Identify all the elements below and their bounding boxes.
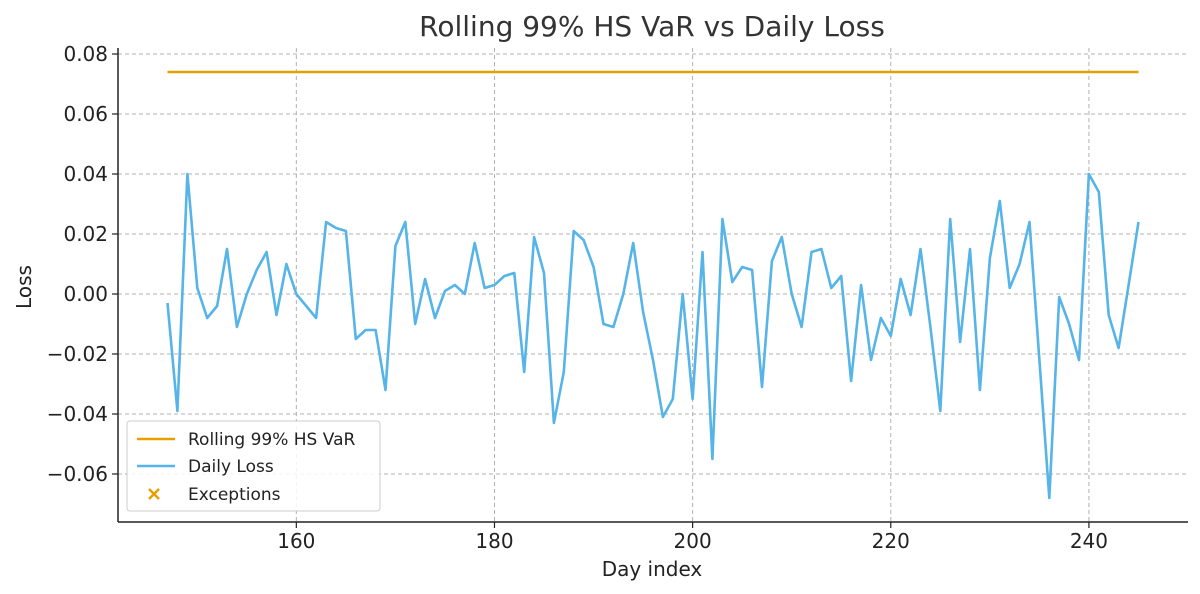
x-tick-label: 200 (674, 529, 712, 553)
legend: Rolling 99% HS VaR Daily Loss Exceptions (126, 420, 381, 512)
daily-loss-series-line (166, 172, 1140, 500)
y-tick-label: 0.04 (63, 162, 108, 186)
y-tick-label: 0.08 (63, 42, 108, 66)
chart-title: Rolling 99% HS VaR vs Daily Loss (419, 10, 885, 43)
x-axis-label: Day index (602, 557, 703, 581)
y-tick-label: −0.06 (47, 462, 108, 486)
legend-frame (126, 420, 381, 512)
legend-label-var: Rolling 99% HS VaR (188, 430, 355, 450)
y-tick-label: 0.06 (63, 102, 108, 126)
y-tick-label: 0.02 (63, 222, 108, 246)
ticks: 160 180 200 220 240 −0.06 −0.04 −0.02 0.00 0.02 0.… (47, 42, 1108, 553)
legend-label-exceptions: Exceptions (188, 485, 281, 505)
series-layer (166, 70, 1140, 500)
x-tick-label: 160 (277, 529, 315, 553)
y-axis-label: Loss (12, 265, 36, 309)
y-tick-label: −0.04 (47, 402, 108, 426)
x-tick-label: 240 (1070, 529, 1108, 553)
legend-swatch-exceptions (148, 488, 160, 500)
legend-label-daily-loss: Daily Loss (188, 457, 274, 477)
y-tick-label: −0.02 (47, 342, 108, 366)
x-tick-label: 220 (872, 529, 910, 553)
grid (118, 48, 1188, 522)
y-tick-label: 0.00 (63, 282, 108, 306)
x-tick-label: 180 (475, 529, 513, 553)
